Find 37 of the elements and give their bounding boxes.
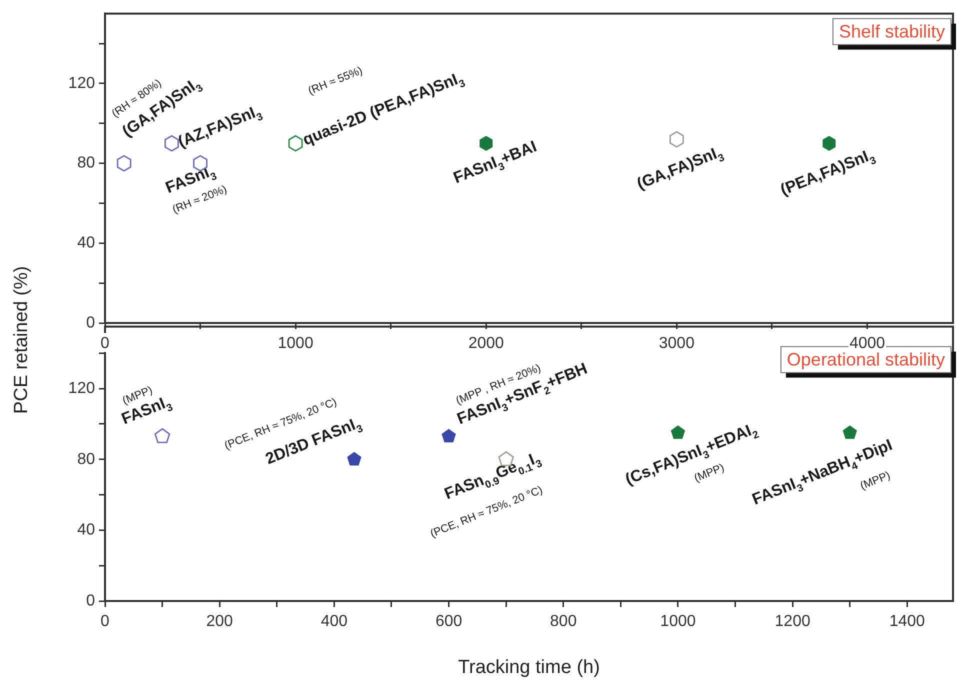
x-tick-label: 200: [206, 613, 234, 630]
point: [669, 132, 684, 148]
x-tick-label: 1000: [660, 613, 696, 630]
y-tick-label: 0: [86, 592, 96, 610]
x-tick-label: 4000: [849, 335, 886, 352]
x-axis-title: Tracking time (h): [458, 657, 600, 678]
annotation: Shelf stability: [838, 22, 946, 42]
point: [442, 429, 456, 443]
annotation: (RH ≈ 55%): [306, 65, 364, 98]
x-tick-label: 3000: [658, 335, 695, 352]
y-axis-title: PCE retained (%): [11, 266, 33, 414]
x-tick-label: 0: [100, 335, 110, 352]
y-tick-label: 120: [68, 380, 96, 398]
y-tick-label: 40: [77, 234, 96, 252]
point: [842, 426, 857, 440]
y-tick-label: 80: [77, 451, 96, 468]
y-tick-label: 80: [77, 155, 96, 172]
annotation: FASnI3+BAI: [451, 138, 540, 188]
x-tick-label: 1000: [278, 335, 314, 352]
point: [154, 428, 170, 444]
point: [347, 452, 362, 466]
point: [116, 156, 132, 172]
x-tick-label: 400: [320, 613, 348, 630]
annotation: Operational stability: [786, 350, 946, 370]
point: [670, 426, 686, 440]
y-tick-label: 40: [77, 522, 96, 539]
y-tick-label: 120: [68, 75, 96, 92]
x-tick-label: 600: [435, 613, 462, 630]
x-tick-label: 1400: [889, 613, 926, 630]
x-tick-label: 800: [550, 613, 577, 630]
x-tick-label: 1200: [774, 613, 810, 630]
point: [288, 136, 303, 152]
x-tick-label: 2000: [468, 335, 504, 352]
point: [480, 136, 493, 152]
x-tick-label: 0: [100, 613, 110, 630]
y-tick-label: 0: [86, 314, 96, 332]
point: [822, 136, 836, 152]
